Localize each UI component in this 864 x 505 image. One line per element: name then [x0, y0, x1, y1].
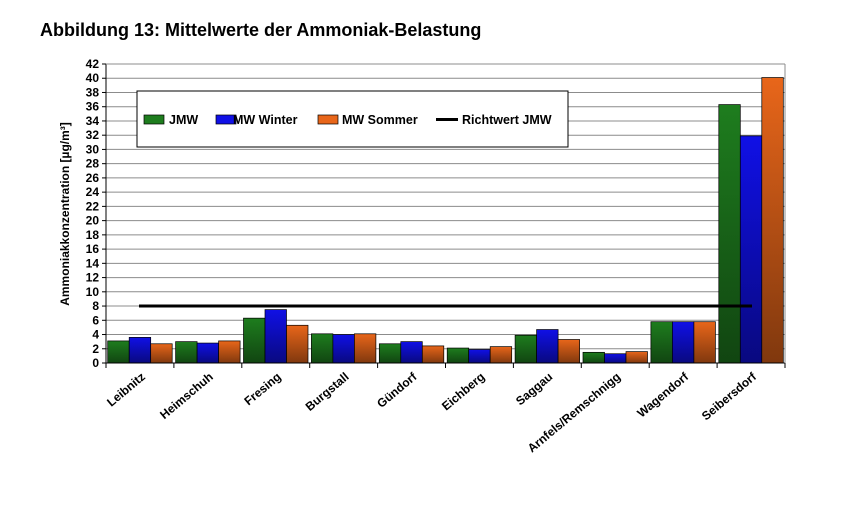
legend-label: JMW	[169, 113, 198, 127]
bar-mw-sommer	[286, 324, 309, 364]
bar-mw-sommer	[354, 333, 377, 364]
y-tick-label: 30	[86, 142, 100, 156]
x-category-labels: Leibnitz Heimschuh Fresing Burgstall Gündorf…	[104, 369, 760, 455]
bar-mw-winter	[128, 337, 152, 364]
bar-mw-sommer	[218, 340, 241, 364]
y-tick-label: 36	[86, 100, 100, 114]
x-category-label: Fresing	[241, 370, 283, 409]
y-tick-label: 26	[86, 171, 100, 185]
y-tick-label: 32	[86, 128, 100, 142]
bar-mw-sommer	[557, 339, 580, 364]
y-tick-label: 16	[86, 242, 100, 256]
page-title: Abbildung 13: Mittelwerte der Ammoniak-B…	[40, 20, 482, 40]
y-tick-label: 24	[86, 185, 100, 199]
y-tick-label: 10	[86, 285, 100, 299]
bar-mw-sommer	[761, 77, 784, 364]
x-category-label: Leibnitz	[104, 370, 148, 410]
bar-jmw	[446, 347, 470, 364]
bar-mw-sommer	[489, 346, 513, 364]
x-category-label: Eichberg	[439, 370, 487, 414]
y-tick-label: 6	[92, 313, 99, 327]
y-tick-label: 14	[86, 256, 100, 270]
bar-mw-sommer	[421, 345, 445, 364]
y-axis-label: Ammoniakkonzentration [µg/m³]	[58, 122, 72, 306]
legend-label: Richtwert JMW	[462, 113, 552, 127]
bar-mw-winter	[739, 135, 763, 364]
y-tick-label: 42	[86, 57, 100, 71]
x-category-label: Seibersdorf	[699, 369, 760, 423]
bar-jmw	[175, 341, 198, 364]
bar-jmw	[243, 317, 266, 364]
y-tick-label: 22	[86, 199, 100, 213]
bar-jmw	[718, 104, 741, 364]
legend-swatch	[215, 114, 237, 125]
bar-mw-winter	[604, 353, 627, 364]
bar-mw-sommer	[150, 343, 173, 364]
y-tick-label: 8	[92, 299, 99, 313]
y-tick-label: 18	[86, 228, 100, 242]
x-category-label: Saggau	[513, 370, 555, 409]
bar-mw-winter	[468, 349, 491, 364]
y-tick-label: 28	[86, 157, 100, 171]
bar-mw-winter	[332, 334, 355, 364]
legend: JMW MW Winter MW Sommer Richtwert JMW	[136, 90, 569, 148]
bar-jmw	[107, 340, 130, 364]
y-tick-label: 34	[86, 114, 100, 128]
y-tick-label: 0	[92, 356, 99, 370]
y-tick-label: 12	[86, 271, 100, 285]
y-tick-label: 40	[86, 71, 100, 85]
x-category-label: Burgstall	[303, 370, 352, 414]
x-category-label: Heimschuh	[157, 370, 216, 422]
y-tick-label: 38	[86, 85, 100, 99]
bar-jmw	[378, 343, 402, 364]
bar-mw-winter	[536, 329, 559, 364]
legend-box	[136, 90, 569, 148]
bar-jmw	[582, 351, 605, 364]
bar-jmw	[311, 333, 334, 364]
legend-swatch	[143, 114, 165, 125]
legend-label: MW Winter	[233, 113, 298, 127]
bars	[107, 77, 784, 364]
bar-jmw	[514, 334, 537, 364]
bar-mw-winter	[264, 309, 287, 364]
legend-swatch	[317, 114, 339, 125]
bar-mw-winter	[196, 342, 219, 364]
bar-mw-winter	[672, 321, 695, 364]
y-tick-label: 2	[92, 342, 99, 356]
bar-mw-winter	[400, 341, 423, 364]
y-tick-label: 4	[92, 328, 99, 342]
bar-mw-sommer	[693, 321, 716, 364]
x-category-label: Gündorf	[374, 369, 420, 411]
legend-label: MW Sommer	[342, 113, 418, 127]
x-category-label: Wagendorf	[634, 369, 691, 420]
y-tick-label: 20	[86, 214, 100, 228]
axes	[105, 63, 786, 368]
bar-jmw	[650, 321, 673, 364]
bar-mw-sommer	[625, 351, 648, 364]
